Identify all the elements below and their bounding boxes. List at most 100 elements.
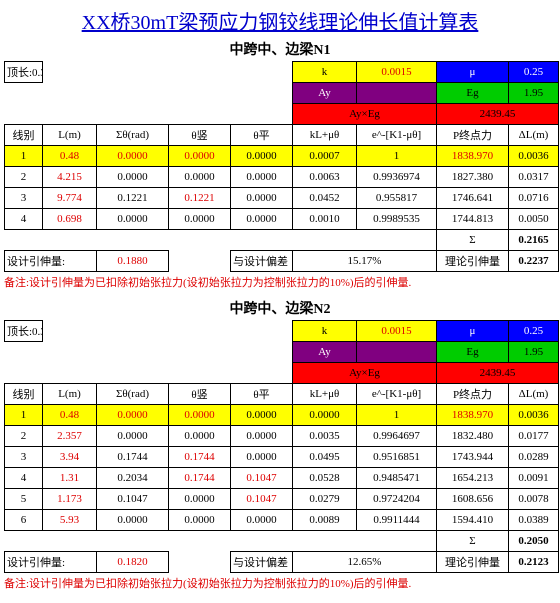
cell: 0.1744 bbox=[97, 447, 169, 468]
cell: 理论引伸量 bbox=[437, 251, 509, 272]
page-title: XX桥30mT梁预应力钢铰线理论伸长值计算表 bbox=[4, 6, 556, 35]
cell: 1 bbox=[5, 146, 43, 167]
cell: 0.0000 bbox=[169, 209, 231, 230]
cell: L(m) bbox=[43, 384, 97, 405]
cell: 0.0716 bbox=[509, 188, 559, 209]
cell: 0.25 bbox=[509, 321, 559, 342]
cell: Σθ(rad) bbox=[97, 384, 169, 405]
cell: 0.9724204 bbox=[357, 489, 437, 510]
cell: L(m) bbox=[43, 125, 97, 146]
cell: 线别 bbox=[5, 384, 43, 405]
cell: 0.0452 bbox=[293, 188, 357, 209]
cell: 0.2165 bbox=[509, 230, 559, 251]
cell: 0.9964697 bbox=[357, 426, 437, 447]
section-subtitle: 中跨中、边梁N1 bbox=[4, 39, 556, 59]
cell: 1827.380 bbox=[437, 167, 509, 188]
cell: θ平 bbox=[231, 125, 293, 146]
cell: 0.0089 bbox=[293, 510, 357, 531]
cell: 0.0000 bbox=[169, 405, 231, 426]
cell: 0.0000 bbox=[169, 146, 231, 167]
cell: 0.0000 bbox=[169, 426, 231, 447]
cell: 0.0000 bbox=[293, 405, 357, 426]
cell: 与设计偏差 bbox=[231, 251, 293, 272]
cell: 3 bbox=[5, 188, 43, 209]
cell: 0.9936974 bbox=[357, 167, 437, 188]
cell: 0.9485471 bbox=[357, 468, 437, 489]
cell: 0.0289 bbox=[509, 447, 559, 468]
cell: 0.25 bbox=[509, 62, 559, 83]
cell: 0.1221 bbox=[169, 188, 231, 209]
cell: k bbox=[293, 62, 357, 83]
cell: 0.1880 bbox=[97, 251, 169, 272]
cell: k bbox=[293, 321, 357, 342]
cell: e^-[K1-μθ] bbox=[357, 125, 437, 146]
cell: 0.0091 bbox=[509, 468, 559, 489]
cell: 1594.410 bbox=[437, 510, 509, 531]
cell: 0.0389 bbox=[509, 510, 559, 531]
cell: 0.0078 bbox=[509, 489, 559, 510]
cell: 0.2034 bbox=[97, 468, 169, 489]
cell: 2.357 bbox=[43, 426, 97, 447]
cell: 0.0050 bbox=[509, 209, 559, 230]
cell: 0.0279 bbox=[293, 489, 357, 510]
cell: 线别 bbox=[5, 125, 43, 146]
cell: 1.31 bbox=[43, 468, 97, 489]
cell: 1.173 bbox=[43, 489, 97, 510]
cell: 4 bbox=[5, 209, 43, 230]
cell: 理论引伸量 bbox=[437, 552, 509, 573]
cell: 0.0036 bbox=[509, 405, 559, 426]
cell: 1.95 bbox=[509, 342, 559, 363]
cell: μ bbox=[437, 321, 509, 342]
cell: kL+μθ bbox=[293, 125, 357, 146]
cell: P终点力 bbox=[437, 125, 509, 146]
cell: 0.0528 bbox=[293, 468, 357, 489]
cell: 0.2050 bbox=[509, 531, 559, 552]
calc-table: 顶长:0.38mk0.0015μ0.25AyEg1.95Ay×Eg2439.45… bbox=[4, 320, 559, 573]
cell: 0.9911444 bbox=[357, 510, 437, 531]
cell: 0.48 bbox=[43, 405, 97, 426]
cell: 4.215 bbox=[43, 167, 97, 188]
cell: Σθ(rad) bbox=[97, 125, 169, 146]
calc-table: 顶长:0.38mk0.0015μ0.25AyEg1.95Ay×Eg2439.45… bbox=[4, 61, 559, 272]
cell: 1832.480 bbox=[437, 426, 509, 447]
cell: 1.95 bbox=[509, 83, 559, 104]
deviation: 15.17% bbox=[293, 251, 437, 272]
cell: 0.0063 bbox=[293, 167, 357, 188]
section-subtitle: 中跨中、边梁N2 bbox=[4, 298, 556, 318]
cell: ΔL(m) bbox=[509, 125, 559, 146]
cell: 0.0000 bbox=[231, 167, 293, 188]
cell: θ竖 bbox=[169, 384, 231, 405]
cell: 1 bbox=[357, 405, 437, 426]
cell: 9.774 bbox=[43, 188, 97, 209]
cell: 与设计偏差 bbox=[231, 552, 293, 573]
cell: 1 bbox=[5, 405, 43, 426]
design-label: 设计引伸量: bbox=[5, 251, 97, 272]
cell: 0.0317 bbox=[509, 167, 559, 188]
cell: 2 bbox=[5, 426, 43, 447]
cell: Ay bbox=[293, 342, 357, 363]
cell: 0.0000 bbox=[231, 146, 293, 167]
cell: 0.1744 bbox=[169, 468, 231, 489]
cell: 0.1047 bbox=[97, 489, 169, 510]
cell: 5.93 bbox=[43, 510, 97, 531]
cell: 1744.813 bbox=[437, 209, 509, 230]
cell: 0.0036 bbox=[509, 146, 559, 167]
cell: 1746.641 bbox=[437, 188, 509, 209]
cell: 3.94 bbox=[43, 447, 97, 468]
cell: 0.698 bbox=[43, 209, 97, 230]
cell: 0.0000 bbox=[231, 405, 293, 426]
cell: P终点力 bbox=[437, 384, 509, 405]
cell: e^-[K1-μθ] bbox=[357, 384, 437, 405]
cell: 1743.944 bbox=[437, 447, 509, 468]
cell: Eg bbox=[437, 83, 509, 104]
cell: 0.0010 bbox=[293, 209, 357, 230]
cell: 0.0000 bbox=[231, 447, 293, 468]
cell: 0.0495 bbox=[293, 447, 357, 468]
cell: 0.0000 bbox=[97, 426, 169, 447]
cell: 0.0000 bbox=[169, 510, 231, 531]
cell: 1838.970 bbox=[437, 405, 509, 426]
cell bbox=[357, 342, 437, 363]
cell: 0.0000 bbox=[97, 167, 169, 188]
cell: 0.0177 bbox=[509, 426, 559, 447]
cell: 0.1047 bbox=[231, 468, 293, 489]
